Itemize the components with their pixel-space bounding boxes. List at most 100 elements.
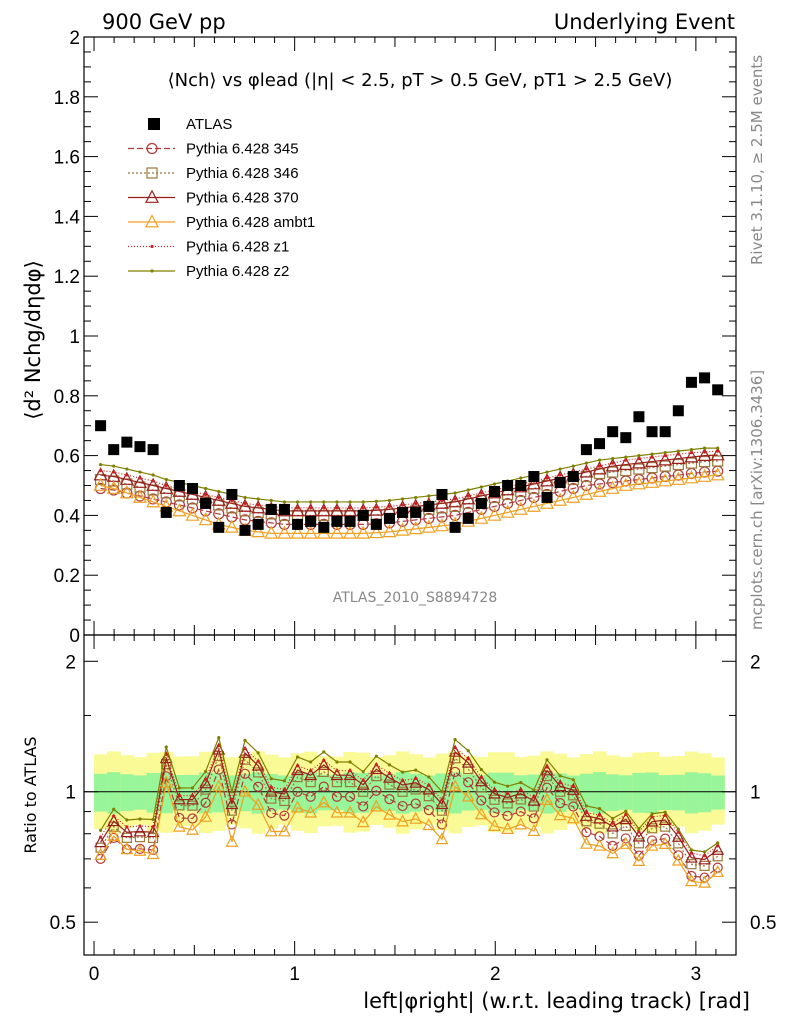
band-green [592,772,607,814]
ratio-point [658,836,672,849]
ratio-point [256,751,260,755]
ratio-point [204,777,208,781]
y-tick-label: 1.2 [54,267,80,288]
ratio-point [343,805,357,818]
band-green [632,772,646,813]
ratio-point [190,794,195,798]
data-point [239,524,251,536]
ratio-point [174,812,185,824]
ratio-point [107,828,121,841]
series-point [526,476,541,490]
y-tick-label: 1 [69,327,80,348]
band-green [369,775,384,810]
data-point [226,488,238,500]
series-point [125,473,129,477]
series-point [211,492,226,506]
band-green [645,772,660,814]
legend-label: Pythia 6.428 z2 [186,263,289,280]
series-point [689,448,694,452]
ratio-point [125,818,129,822]
ratio-point [112,814,116,818]
ratio-point [383,807,396,820]
series-point [119,485,134,499]
data-point [410,506,422,518]
ratio-point [174,800,185,811]
ratio-point [453,746,457,750]
series-point [329,503,344,517]
data-point [318,521,330,533]
data-point [607,426,619,438]
ratio-point [269,785,273,789]
series-point [282,500,287,504]
ratio-point [318,781,329,792]
series-point [633,463,645,475]
series-point [650,455,654,459]
ratio-point [151,817,155,822]
band-green [487,772,502,813]
ratio-point [304,805,318,818]
plot-title: ⟨Nch⟩ vs φlead (|η| < 2.5, pT > 0.5 GeV,… [168,70,673,91]
ratio-point [361,778,365,782]
ratio-point [125,825,129,829]
main-frame [83,36,737,636]
ratio-point [698,875,711,888]
series-point [519,476,523,480]
data-point [344,515,356,527]
ratio-point [545,765,549,769]
series-point [329,525,344,539]
ratio-point [94,835,107,848]
series-point [159,480,174,494]
ratio-point [632,853,646,867]
data-point [134,441,146,453]
legend-label: Pythia 6.428 345 [186,141,299,158]
series-point [348,500,352,504]
series-point [697,468,712,482]
series-point [580,479,593,492]
series-point [474,510,489,524]
series-point [466,494,470,498]
series-point [553,492,568,506]
ratio-point [217,744,221,748]
ratio-point [94,847,107,860]
ratio-tick-label-right: 2 [750,652,761,673]
series-point [427,494,431,498]
ratio-point [348,769,352,773]
ratio-point [689,848,694,852]
legend-marker [150,269,154,273]
ratio-point [702,854,707,858]
series-point [663,451,667,455]
ratio-point [330,767,344,781]
series-point [434,517,449,532]
ratio-point [199,809,213,822]
ratio-point [716,841,720,845]
series-point [374,499,378,503]
series-point [224,495,239,509]
series-point [716,446,720,450]
data-point [173,480,185,491]
series-point [303,525,318,539]
ratio-point [711,842,725,855]
band-green [146,772,161,813]
ratio-point [107,814,121,827]
ratio-point [138,817,142,821]
ratio-point [650,815,654,819]
ratio-point [422,817,436,831]
legend-marker [145,189,159,203]
series-point [659,460,671,472]
data-point [672,405,684,417]
ratio-point [645,814,659,827]
ratio-point [702,850,707,854]
ratio-point [515,794,526,805]
ratio-point [256,759,260,763]
series-point [492,482,497,486]
series-point [186,502,199,514]
ratio-point [448,779,462,792]
ratio-point [225,796,239,810]
series-point [382,523,397,538]
ratio-point [716,844,720,848]
series-point [224,519,239,533]
ratio-point [466,757,470,761]
series-point [671,450,686,464]
ratio-point [519,788,523,792]
data-point [252,518,264,530]
